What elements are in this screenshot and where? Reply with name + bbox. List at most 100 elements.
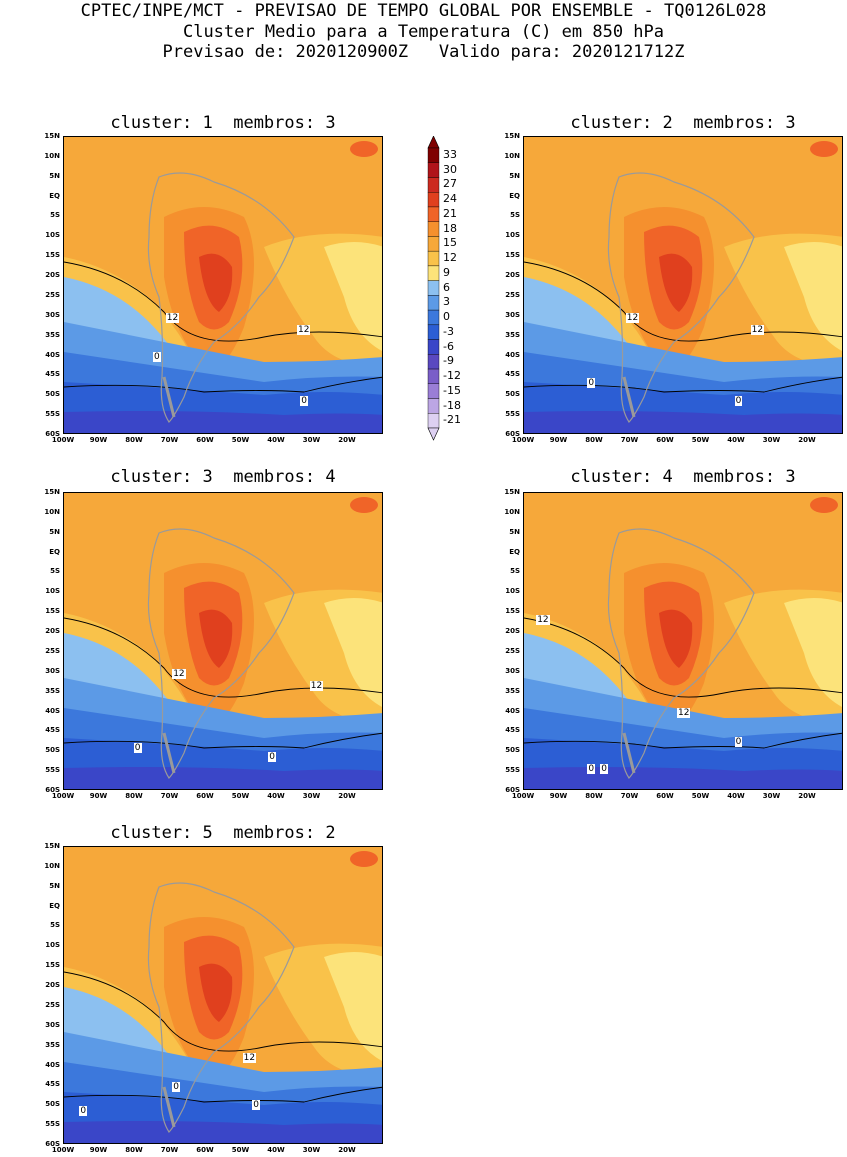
contour-label: 12	[242, 1052, 257, 1063]
lon-tick-label: 80W	[125, 1146, 143, 1154]
lon-tick-label: 60W	[196, 436, 214, 444]
contour-label: 0	[587, 764, 596, 775]
colorbar-level-label: -15	[443, 383, 461, 397]
lat-tick-label: EQ	[49, 901, 60, 910]
lat-tick-label: 45S	[505, 726, 520, 735]
lat-tick-label: 5N	[49, 171, 60, 180]
colorbar-level-label: -6	[443, 339, 454, 353]
lat-tick-label: 5N	[49, 527, 60, 536]
lat-tick-label: 40S	[505, 350, 520, 359]
lat-tick-label: EQ	[509, 191, 520, 200]
lat-tick-label: 25S	[505, 290, 520, 299]
lat-tick-label: 5S	[510, 567, 520, 576]
contour-label: 12	[309, 680, 324, 691]
colorbar-level-label: 15	[443, 236, 457, 250]
lon-tick-label: 40W	[267, 792, 285, 800]
lat-tick-label: 50S	[45, 746, 60, 755]
colorbar-cell	[427, 309, 440, 326]
lat-tick-label: 30S	[45, 310, 60, 319]
map-panel-2	[523, 136, 843, 434]
panel-title-1: cluster: 1 membros: 3	[110, 113, 336, 133]
lat-tick-label: 25S	[45, 1000, 60, 1009]
colorbar-cell	[427, 354, 440, 370]
panel-title-4: cluster: 4 membros: 3	[570, 467, 796, 487]
contour-label: 12	[172, 668, 186, 679]
lon-tick-label: 60W	[196, 792, 214, 800]
lat-tick-label: 50S	[505, 390, 520, 399]
colorbar-cell	[427, 177, 440, 193]
lon-tick-label: 30W	[302, 792, 321, 800]
lat-tick-label: 15N	[504, 132, 520, 140]
colorbar-cell	[427, 413, 440, 429]
lat-tick-label: 15S	[45, 607, 60, 616]
lat-tick-label: 35S	[505, 330, 520, 339]
lat-tick-label: 35S	[45, 1040, 60, 1049]
lat-tick-label: 15N	[44, 488, 60, 496]
contour-label: 12	[625, 312, 640, 323]
lat-tick-label: 40S	[45, 706, 60, 715]
lon-tick-label: 20W	[338, 1146, 356, 1154]
lat-tick-label: 30S	[505, 310, 520, 319]
colorbar-cell	[427, 368, 440, 384]
colorbar-level-label: 33	[443, 148, 457, 161]
colorbar-cell	[427, 192, 440, 208]
contour-label: 0	[172, 1082, 180, 1093]
lon-tick-label: 100W	[511, 792, 535, 800]
lat-tick-label: 35S	[45, 686, 60, 695]
lon-tick-label: 50W	[231, 1146, 250, 1154]
lon-tick-label: 100W	[51, 1146, 75, 1154]
lat-tick-label: 20S	[505, 627, 520, 636]
colorbar-level-label: 3	[443, 295, 450, 309]
contour-label: 0	[153, 351, 161, 362]
colorbar-level-label: -3	[443, 324, 454, 338]
colorbar-level-label: -12	[443, 369, 461, 383]
map-panel-3	[63, 492, 383, 790]
lon-tick-label: 50W	[691, 792, 710, 800]
contour-label: 0	[252, 1100, 260, 1111]
colorbar-arrow-top	[427, 135, 440, 149]
lon-tick-label: 40W	[727, 436, 745, 444]
lat-tick-label: 10S	[505, 231, 520, 240]
lat-tick-label: 15S	[505, 251, 520, 260]
lon-tick-label: 70W	[160, 1146, 179, 1154]
lon-tick-label: 40W	[267, 1146, 285, 1154]
lat-tick-label: 10S	[45, 587, 60, 596]
lon-tick-label: 50W	[691, 436, 710, 444]
contour-label: 12	[297, 324, 311, 335]
lat-tick-label: 40S	[45, 1060, 60, 1069]
lon-tick-label: 20W	[338, 436, 356, 444]
lon-tick-label: 20W	[798, 436, 816, 444]
colorbar-level-label: 27	[443, 177, 457, 191]
colorbar-cell	[427, 250, 440, 267]
lat-tick-label: 20S	[45, 271, 60, 280]
lat-tick-label: 40S	[45, 350, 60, 359]
colorbar-cell	[427, 383, 440, 399]
lon-tick-label: 100W	[51, 792, 75, 800]
colorbar-level-label: 24	[443, 192, 457, 206]
lon-tick-label: 20W	[798, 792, 816, 800]
lat-tick-label: 15N	[504, 488, 520, 496]
header-line-1: CPTEC/INPE/MCT - PREVISAO DE TEMPO GLOBA…	[80, 1, 767, 21]
lon-tick-label: 100W	[511, 436, 535, 444]
contour-label: 0	[600, 764, 608, 775]
contour-label: 0	[268, 752, 276, 763]
lat-tick-label: 10N	[504, 151, 520, 160]
contour-label: 0	[734, 737, 743, 748]
colorbar-cell	[427, 398, 440, 414]
lat-tick-label: 5N	[49, 881, 60, 890]
lat-tick-label: 20S	[45, 627, 60, 636]
colorbar-cell	[427, 339, 440, 355]
lat-tick-label: 5S	[510, 211, 520, 220]
lat-tick-label: 45S	[45, 1080, 60, 1089]
lon-tick-label: 100W	[51, 436, 75, 444]
colorbar-cell	[427, 147, 440, 163]
colorbar-cell	[427, 221, 440, 237]
lon-tick-label: 60W	[656, 792, 674, 800]
colorbar-cell	[427, 280, 440, 296]
lon-tick-label: 70W	[160, 436, 179, 444]
lon-tick-label: 90W	[549, 792, 568, 800]
lon-tick-label: 40W	[727, 792, 745, 800]
lat-tick-label: 55S	[45, 1120, 60, 1129]
lon-tick-label: 90W	[89, 1146, 108, 1154]
colorbar-arrow-bottom	[427, 427, 440, 441]
